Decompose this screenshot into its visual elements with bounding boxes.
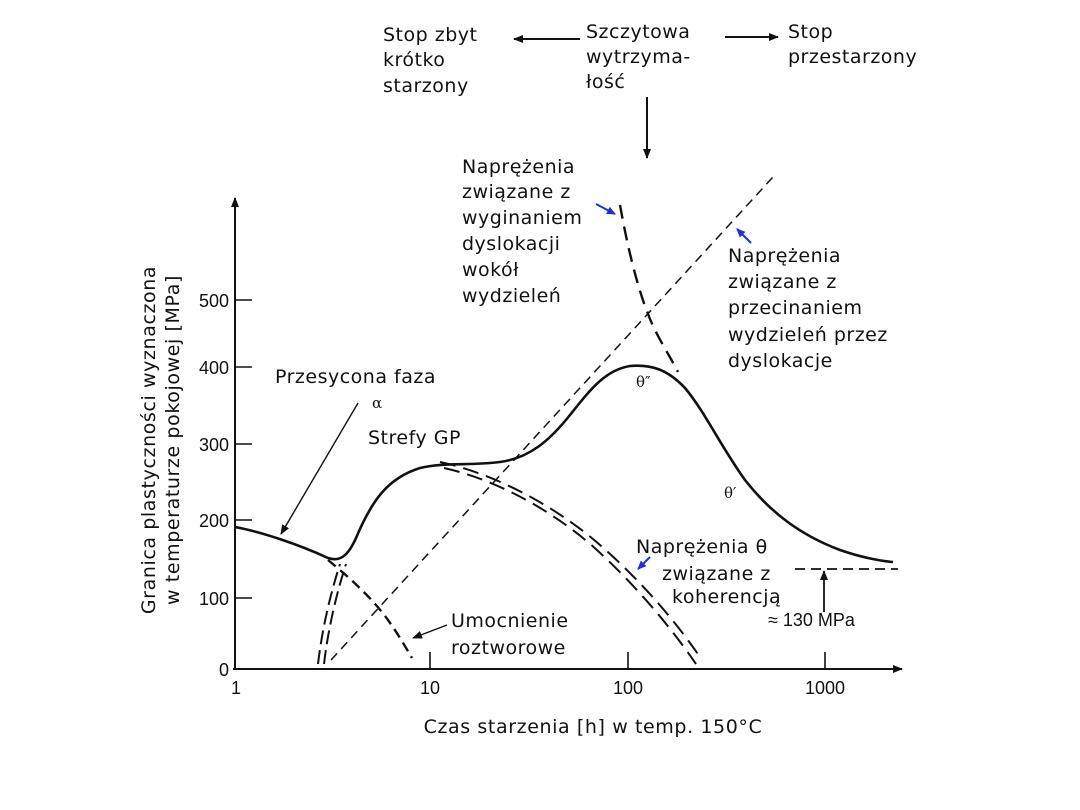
y-tick: 200 bbox=[199, 511, 229, 531]
x-tick: 1000 bbox=[805, 678, 845, 698]
label-theta-double-prime: θ″ bbox=[636, 373, 651, 391]
y-axis-title: Granica plastyczności wyznaczona w tempe… bbox=[138, 266, 184, 614]
svg-text:wokół: wokół bbox=[462, 259, 519, 281]
svg-text:koherencją: koherencją bbox=[672, 586, 781, 608]
svg-text:Umocnienie: Umocnienie bbox=[451, 610, 569, 632]
label-peak-strength: Szczytowa bbox=[586, 21, 690, 43]
blue-pointer-bowing bbox=[595, 203, 616, 215]
svg-text:wydzieleń przez: wydzieleń przez bbox=[728, 324, 888, 346]
label-130mpa: ≈ 130 MPa bbox=[768, 610, 856, 630]
svg-text:wyginaniem: wyginaniem bbox=[462, 207, 582, 229]
label-coherency: Naprężenia θ związane z koherencją bbox=[636, 536, 781, 608]
svg-text:Naprężenia θ: Naprężenia θ bbox=[636, 536, 768, 558]
svg-text:Naprężenia: Naprężenia bbox=[728, 245, 841, 267]
svg-text:wytrzyma-: wytrzyma- bbox=[586, 46, 691, 68]
gp-zone-curve bbox=[317, 563, 347, 665]
y-tick: 500 bbox=[199, 291, 229, 311]
svg-text:roztworowe: roztworowe bbox=[451, 637, 566, 659]
svg-text:łość: łość bbox=[586, 71, 625, 93]
main-yield-curve bbox=[234, 364, 894, 564]
svg-text:Przesycona faza: Przesycona faza bbox=[275, 366, 436, 388]
svg-text:dyslokacje: dyslokacje bbox=[728, 350, 833, 372]
label-bowing: Naprężenia związane z wyginaniem dysloka… bbox=[462, 156, 616, 307]
blue-pointer-coherency bbox=[637, 556, 651, 570]
svg-text:związane z: związane z bbox=[462, 181, 571, 203]
svg-text:przestarzony: przestarzony bbox=[788, 46, 917, 68]
svg-text:α: α bbox=[372, 394, 382, 412]
svg-text:związane z: związane z bbox=[662, 563, 771, 585]
blue-pointer-cutting bbox=[736, 228, 752, 244]
arrow-solution bbox=[412, 624, 448, 639]
svg-text:w temperaturze pokojowej [MPa]: w temperaturze pokojowej [MPa] bbox=[162, 275, 184, 605]
cutting-stress-line bbox=[330, 176, 774, 661]
label-solution-strengthening: Umocnienie roztworowe bbox=[412, 610, 569, 659]
x-axis-title: Czas starzenia [h] w temp. 150°C bbox=[424, 716, 763, 738]
svg-text:starzony: starzony bbox=[383, 75, 469, 97]
svg-text:krótko: krótko bbox=[383, 49, 445, 71]
label-theta-prime: θ′ bbox=[724, 484, 737, 502]
svg-text:wydzieleń: wydzieleń bbox=[462, 285, 561, 307]
y-tick: 300 bbox=[199, 435, 229, 455]
bowing-stress-curve bbox=[618, 204, 680, 373]
svg-text:przecinaniem: przecinaniem bbox=[728, 297, 862, 319]
svg-text:dyslokacji: dyslokacji bbox=[462, 233, 560, 255]
label-overaged: Stop bbox=[788, 21, 833, 43]
y-tick: 400 bbox=[199, 358, 229, 378]
y-tick: 100 bbox=[199, 589, 229, 609]
label-underaged: Stop zbyt bbox=[383, 24, 477, 46]
y-tick: 0 bbox=[219, 660, 229, 680]
solution-strengthening-curve bbox=[327, 559, 414, 659]
axes bbox=[231, 197, 903, 673]
label-cutting: Naprężenia związane z przecinaniem wydzi… bbox=[728, 228, 888, 372]
svg-text:Granica plastyczności wyznaczo: Granica plastyczności wyznaczona bbox=[138, 266, 160, 614]
svg-text:Naprężenia: Naprężenia bbox=[462, 156, 575, 178]
top-annotations: Stop zbyt krótko starzony Szczytowa wytr… bbox=[383, 21, 917, 159]
x-tick: 100 bbox=[613, 678, 643, 698]
svg-text:związane z: związane z bbox=[728, 271, 837, 293]
x-tick-labels: 1 10 100 1000 bbox=[231, 678, 845, 698]
x-tick: 1 bbox=[231, 678, 241, 698]
label-supersaturated: Przesycona faza α bbox=[275, 366, 436, 535]
x-tick: 10 bbox=[420, 678, 440, 698]
coherency-stress-curve bbox=[439, 461, 703, 665]
label-gp-zones: Strefy GP bbox=[368, 427, 461, 449]
arrow-supersaturated bbox=[280, 402, 359, 535]
y-tick-labels: 0 100 200 300 400 500 bbox=[199, 291, 229, 680]
